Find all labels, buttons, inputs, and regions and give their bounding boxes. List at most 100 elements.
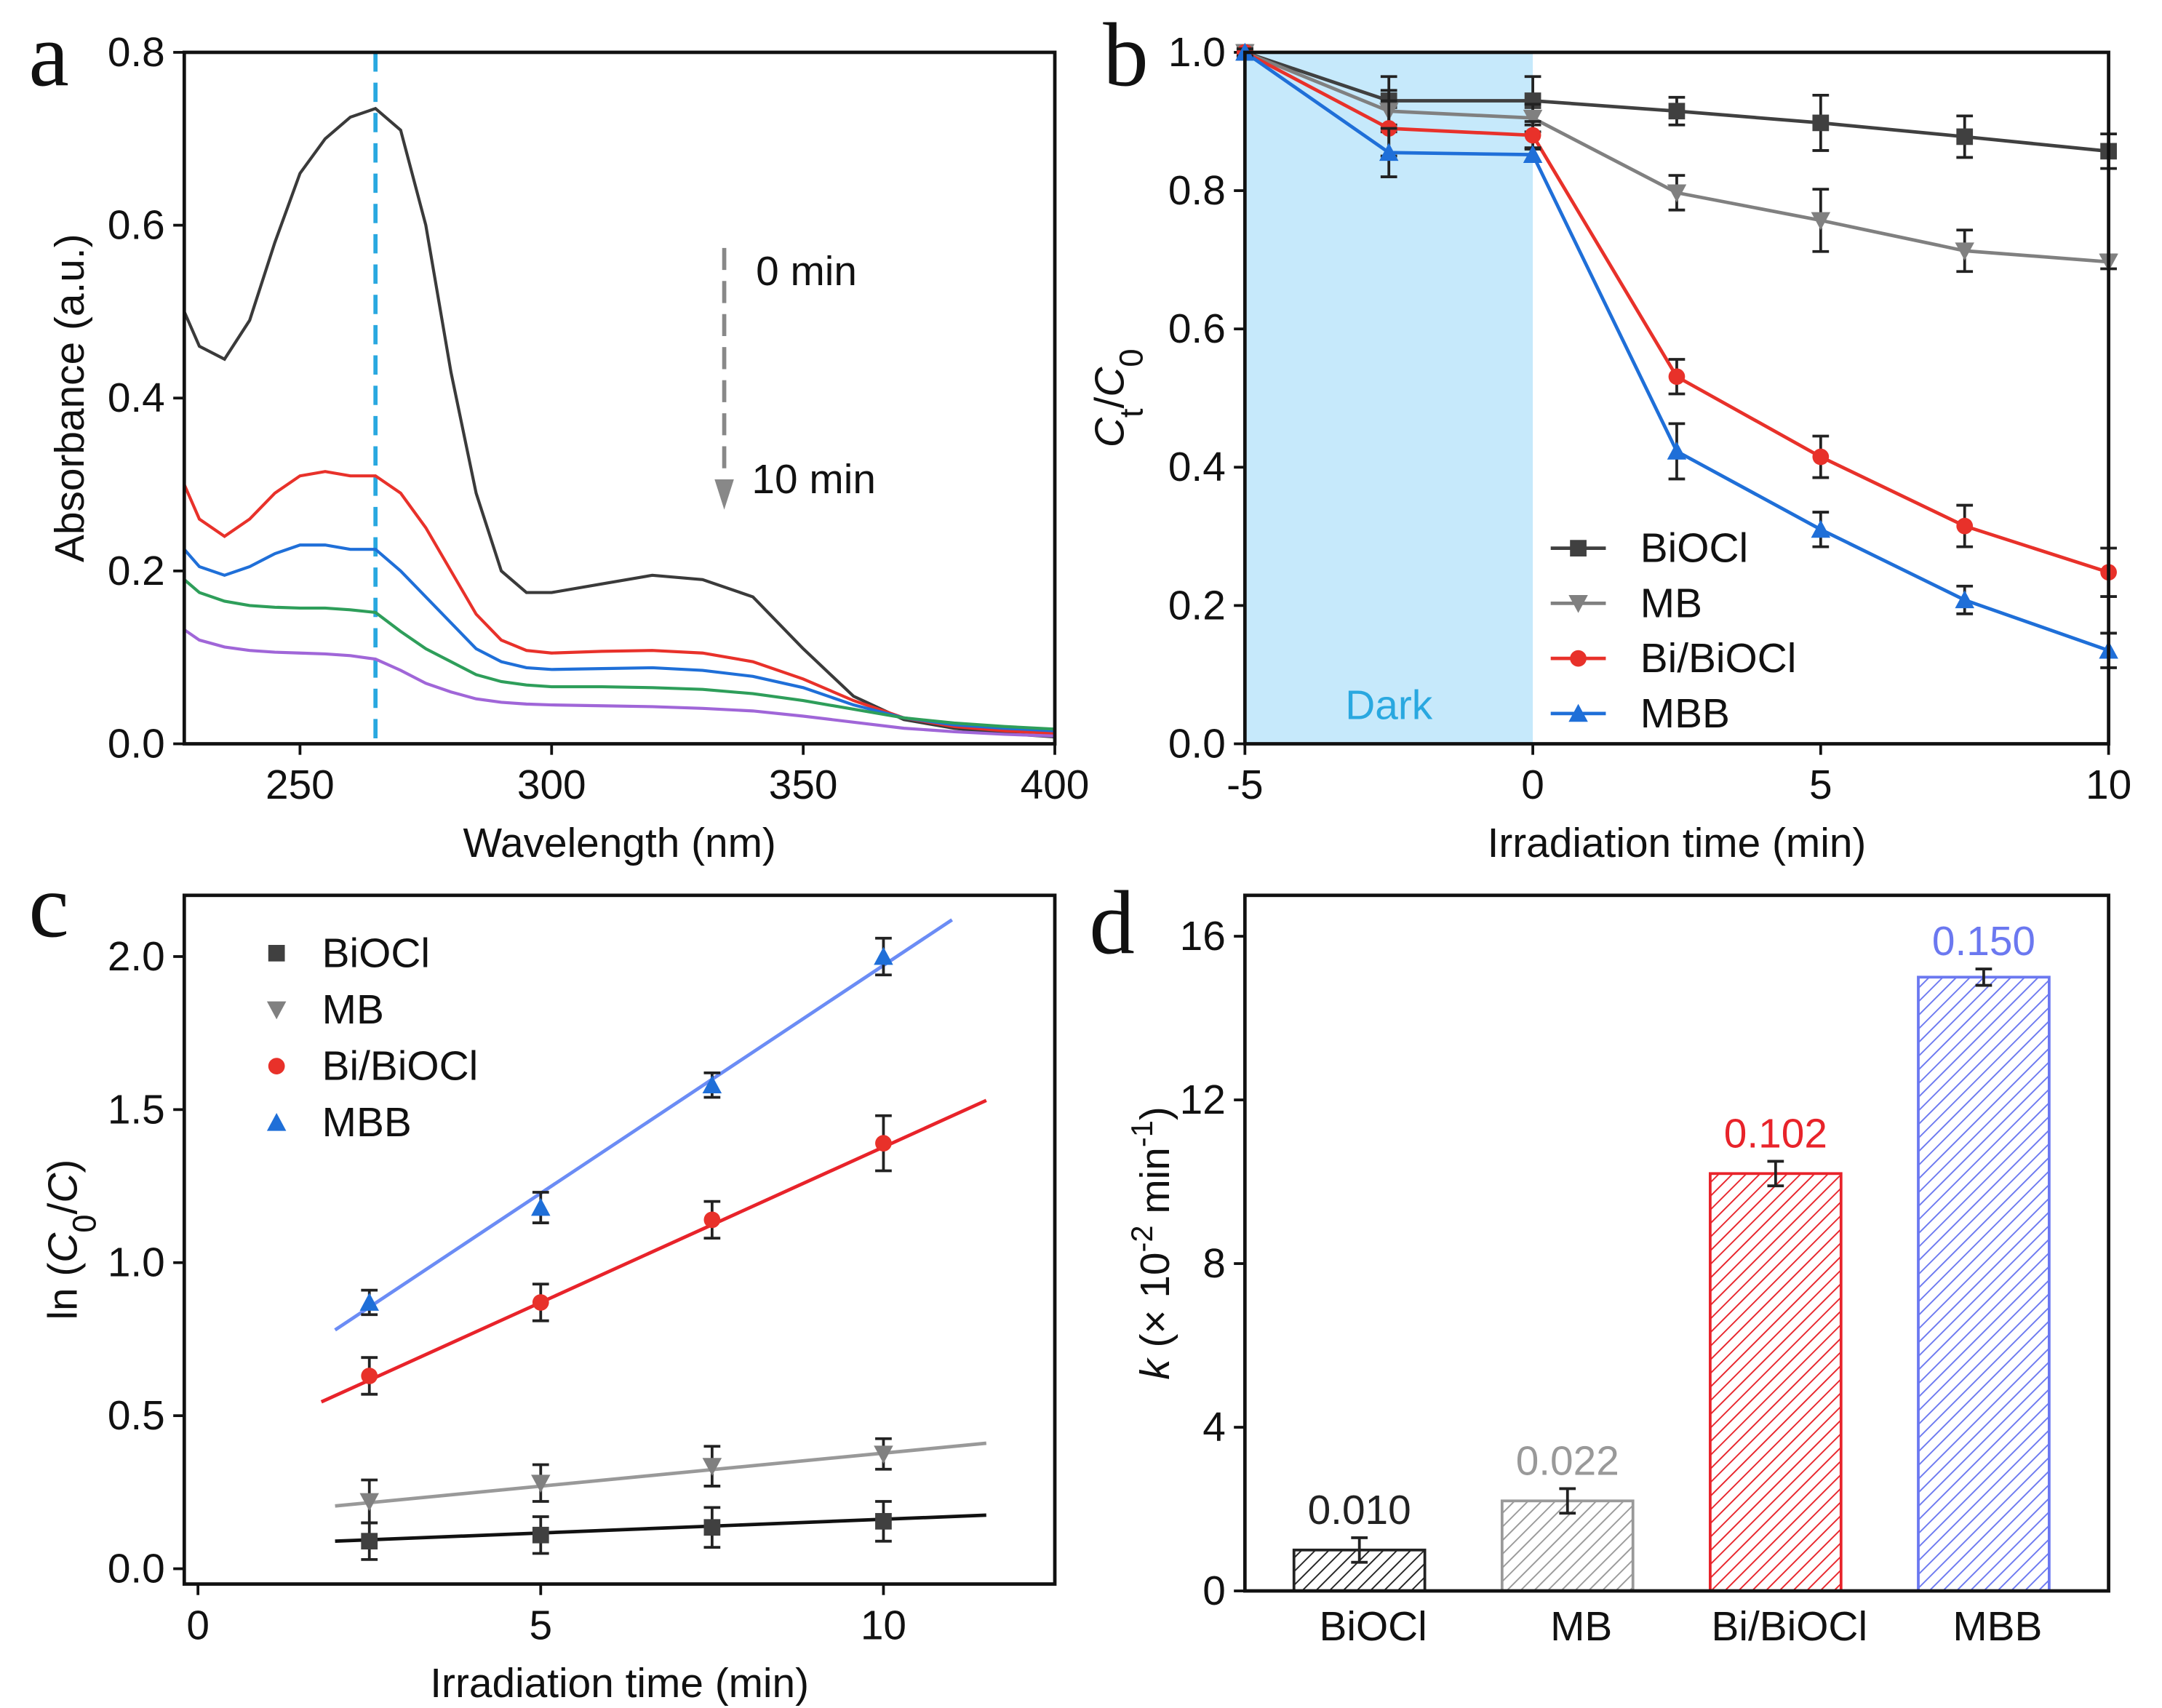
y-tick-label: 0.4 bbox=[1168, 444, 1226, 490]
line bbox=[183, 543, 1056, 733]
legend-label: MBB bbox=[1640, 691, 1730, 737]
marker bbox=[1568, 703, 1588, 722]
marker bbox=[532, 1294, 549, 1311]
axis-title-part: ln ( bbox=[41, 1263, 87, 1320]
value-label: 0.010 bbox=[1308, 1488, 1411, 1533]
marker bbox=[361, 1533, 378, 1550]
axis-title: Absorbance (a.u.) bbox=[47, 234, 93, 562]
x-tick-label: 10 bbox=[2086, 762, 2131, 808]
y-tick-label: 0 bbox=[1202, 1568, 1226, 1614]
marker bbox=[1956, 128, 1974, 145]
axis-title-part: ) bbox=[1133, 1106, 1178, 1120]
value-label: 0.150 bbox=[1932, 919, 2035, 965]
y-tick-label: 2.0 bbox=[108, 934, 165, 980]
y-tick-label: 1.0 bbox=[1168, 30, 1226, 76]
axis-title: k (× 10-2 min-1) bbox=[1125, 1106, 1179, 1380]
axis-title-part: C bbox=[41, 1232, 87, 1263]
error-bar bbox=[1559, 1487, 1576, 1515]
axis-title-part: C bbox=[1088, 367, 1133, 397]
legend-label: BiOCl bbox=[322, 930, 430, 976]
marker bbox=[874, 1445, 893, 1464]
marker bbox=[702, 1075, 722, 1094]
marker bbox=[531, 1474, 551, 1493]
annotation: 10 min bbox=[751, 457, 875, 503]
x-tick-label: 350 bbox=[769, 762, 838, 808]
y-tick-label: 0.2 bbox=[108, 548, 165, 594]
marker bbox=[874, 946, 893, 965]
marker bbox=[1668, 103, 1686, 120]
legend-label: MB bbox=[322, 987, 384, 1033]
marker bbox=[1379, 143, 1399, 161]
axis-title-part: C bbox=[1088, 417, 1133, 447]
y-tick-label: 0.5 bbox=[108, 1393, 165, 1439]
panel-label: a bbox=[28, 5, 68, 105]
marker bbox=[268, 944, 285, 962]
y-tick-label: 8 bbox=[1202, 1241, 1226, 1287]
axis-title-part: C bbox=[41, 1173, 87, 1203]
x-tick-label: 400 bbox=[1021, 762, 1090, 808]
legend-label: MBB bbox=[322, 1100, 412, 1146]
marker bbox=[1811, 212, 1831, 231]
legend-label: Bi/BiOCl bbox=[1640, 636, 1797, 682]
y-tick-label: 0.6 bbox=[1168, 306, 1226, 352]
marker bbox=[1955, 242, 1974, 261]
axis-title-part: / bbox=[41, 1202, 87, 1214]
bar bbox=[1500, 1499, 1635, 1592]
marker bbox=[1811, 519, 1831, 538]
panel-label: c bbox=[28, 857, 68, 957]
legend-label: Bi/BiOCl bbox=[322, 1044, 479, 1090]
axis-title-part: 0 bbox=[65, 1214, 103, 1232]
bar bbox=[1709, 1172, 1843, 1592]
axis-title: Wavelength (nm) bbox=[463, 821, 775, 866]
axis-title-part: 0 bbox=[1112, 348, 1149, 367]
marker bbox=[1523, 109, 1543, 128]
y-tick-label: 12 bbox=[1180, 1077, 1226, 1123]
fit-line bbox=[335, 1441, 987, 1508]
axis-title: ln (C0/C) bbox=[41, 1160, 103, 1320]
error-bar bbox=[1351, 1536, 1368, 1564]
value-label: 0.102 bbox=[1724, 1111, 1827, 1157]
axis-title-part: min bbox=[1133, 1147, 1178, 1225]
panel-label: d bbox=[1089, 873, 1134, 973]
value-label: 0.022 bbox=[1516, 1438, 1619, 1484]
panel-label: b bbox=[1103, 5, 1148, 105]
marker bbox=[1570, 650, 1587, 667]
x-tick-label: MBB bbox=[1952, 1604, 2042, 1650]
legend-label: BiOCl bbox=[1640, 526, 1748, 572]
x-tick-label: 10 bbox=[861, 1603, 906, 1648]
marker bbox=[1667, 442, 1687, 460]
x-tick-label: 5 bbox=[529, 1603, 552, 1648]
marker bbox=[1955, 590, 1974, 609]
x-tick-label: 0 bbox=[1521, 762, 1544, 808]
axis-title-part: ) bbox=[41, 1160, 87, 1173]
axis-title-part: t bbox=[1112, 408, 1149, 418]
y-tick-label: 1.0 bbox=[108, 1240, 165, 1286]
y-tick-label: 0.0 bbox=[108, 721, 165, 767]
marker bbox=[1812, 448, 1830, 466]
axis-title-part: / bbox=[1088, 396, 1133, 408]
x-tick-label: 300 bbox=[517, 762, 586, 808]
marker bbox=[1667, 184, 1687, 203]
marker bbox=[532, 1526, 549, 1544]
plot-frame bbox=[1242, 893, 2110, 1593]
marker bbox=[1570, 540, 1587, 556]
y-tick-label: 0.0 bbox=[108, 1546, 165, 1592]
y-tick-label: 0.8 bbox=[108, 30, 165, 76]
y-tick-label: 1.5 bbox=[108, 1087, 165, 1133]
axis-title-part: -2 bbox=[1125, 1225, 1159, 1252]
x-tick-label: 250 bbox=[266, 762, 335, 808]
y-tick-label: 0.2 bbox=[1168, 583, 1226, 628]
bar bbox=[1917, 975, 2051, 1592]
axis-title: Irradiation time (min) bbox=[430, 1661, 809, 1707]
x-tick-label: -5 bbox=[1226, 762, 1264, 808]
marker bbox=[266, 1001, 287, 1020]
marker bbox=[266, 1112, 287, 1131]
axis-title: Irradiation time (min) bbox=[1488, 821, 1867, 866]
x-tick-label: BiOCl bbox=[1319, 1604, 1427, 1650]
marker bbox=[361, 1368, 378, 1384]
axis-title-part: k bbox=[1133, 1357, 1178, 1380]
marker bbox=[875, 1135, 892, 1152]
marker bbox=[702, 1458, 722, 1476]
axis-title-part: -1 bbox=[1125, 1120, 1159, 1147]
